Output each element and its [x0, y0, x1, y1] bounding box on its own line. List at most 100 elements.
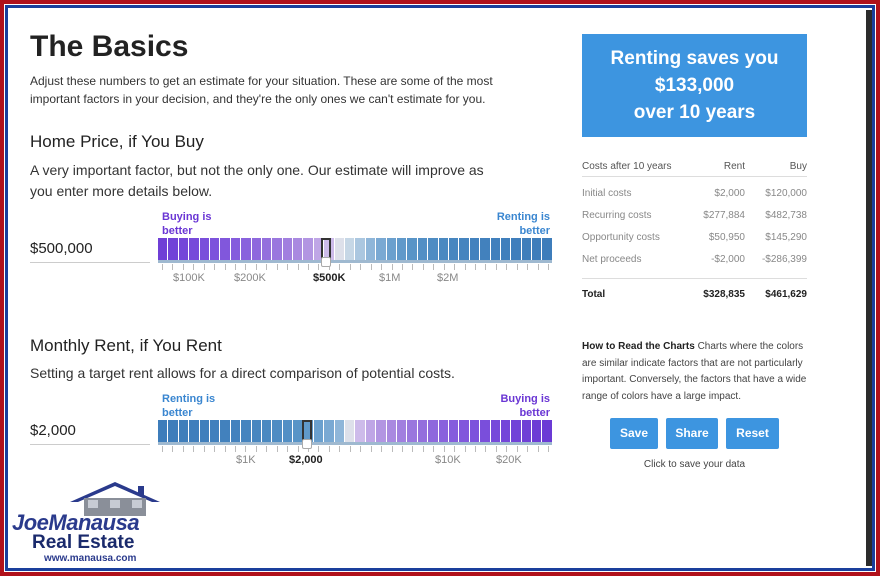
cost-table-header: Costs after 10 years Rent Buy	[582, 157, 807, 177]
monthly-rent-slider-cell	[334, 420, 345, 442]
monthly-rent-tick-mark	[328, 446, 330, 452]
home-price-tick-mark	[255, 264, 257, 270]
home-price-slider-cell	[396, 238, 407, 260]
result-summary-box: Renting saves you $133,000 over 10 years	[582, 34, 807, 137]
home-price-tick-mark	[464, 264, 466, 270]
cost-row-buy: $145,290	[765, 231, 807, 243]
monthly-rent-tick-mark	[266, 446, 268, 452]
monthly-rent-tick-mark	[193, 446, 195, 452]
monthly-rent-tick-mark	[245, 446, 247, 452]
home-price-slider-cell	[199, 238, 209, 260]
home-price-tick-mark	[527, 264, 529, 270]
monthly-rent-tick-mark	[433, 446, 435, 452]
monthly-rent-slider-cell	[376, 420, 386, 442]
cost-row-label: Recurring costs	[582, 209, 652, 221]
cost-row-label: Initial costs	[582, 187, 632, 199]
home-price-slider-cell	[178, 238, 189, 260]
home-price-tick-mark	[516, 264, 518, 270]
home-price-slider[interactable]	[158, 238, 552, 260]
home-price-tick-mark	[412, 264, 414, 270]
monthly-rent-tick-mark	[255, 446, 257, 452]
monthly-rent-slider-knob[interactable]	[302, 439, 312, 449]
home-price-tick-mark	[287, 264, 289, 270]
monthly-rent-slider-cell	[209, 420, 220, 442]
monthly-rent-tick-mark	[401, 446, 403, 452]
cost-total-label: Total	[582, 289, 606, 300]
monthly-rent-slider-cell	[220, 420, 230, 442]
monthly-rent-title: Monthly Rent, if You Rent	[30, 336, 222, 355]
monthly-rent-tick-mark	[548, 446, 549, 452]
reset-button[interactable]: Reset	[726, 418, 779, 449]
monthly-rent-tick-mark	[318, 446, 320, 452]
home-price-tick-mark	[235, 264, 237, 270]
table-row: Net proceeds -$2,000 -$286,399	[582, 248, 807, 270]
home-price-title: Home Price, if You Buy	[30, 132, 204, 151]
home-price-slider-cell	[511, 238, 521, 260]
home-price-tick-2m: $2M	[437, 272, 459, 284]
monthly-rent-tick-20k: $20K	[496, 454, 522, 466]
home-price-tick-mark	[318, 264, 320, 270]
home-price-slider-cell	[230, 238, 241, 260]
monthly-rent-slider-cell	[241, 420, 251, 442]
home-price-slider-cell	[168, 238, 178, 260]
home-price-slider-cell	[158, 238, 168, 260]
monthly-rent-slider-cell	[386, 420, 396, 442]
monthly-rent-tick-10k: $10K	[435, 454, 461, 466]
monthly-rent-tick-mark	[370, 446, 372, 452]
home-price-tick-500k: $500K	[313, 272, 346, 284]
monthly-rent-input[interactable]: $2,000	[30, 417, 150, 445]
home-price-tick-mark	[172, 264, 174, 270]
home-price-slider-cell	[532, 238, 542, 260]
monthly-rent-slider-cell	[178, 420, 189, 442]
home-price-slider-cell	[521, 238, 532, 260]
monthly-rent-slider-cell	[189, 420, 199, 442]
home-price-tick-mark	[224, 264, 226, 270]
monthly-rent-slider-cell	[272, 420, 282, 442]
monthly-rent-tick-mark	[474, 446, 476, 452]
save-button[interactable]: Save	[610, 418, 658, 449]
monthly-rent-tick-mark	[506, 446, 508, 452]
home-price-tick-200k: $200K	[234, 272, 266, 284]
home-price-tick-mark	[162, 264, 163, 270]
home-price-slider-cell	[324, 238, 334, 260]
home-price-tick-mark	[474, 264, 476, 270]
monthly-rent-tick-mark	[182, 446, 184, 452]
home-price-tick-mark	[182, 264, 184, 270]
home-price-slider-cell	[209, 238, 220, 260]
monthly-rent-slider-cell	[293, 420, 303, 442]
home-price-slider-cell	[282, 238, 293, 260]
monthly-rent-tick-mark	[537, 446, 539, 452]
logo: JoeManausa Real Estate www.manausa.com	[8, 478, 168, 568]
home-price-tick-mark	[495, 264, 497, 270]
monthly-rent-slider-cell	[438, 420, 448, 442]
cost-header-buy: Buy	[789, 161, 807, 172]
monthly-rent-slider-cell	[261, 420, 272, 442]
home-price-input[interactable]: $500,000	[30, 235, 150, 263]
logo-name: JoeManausa	[12, 510, 140, 535]
cost-total-buy: $461,629	[765, 289, 807, 300]
cost-row-buy: $482,738	[765, 209, 807, 221]
page-frame-shadow	[866, 10, 872, 566]
home-price-slider-cell	[293, 238, 303, 260]
home-price-slider-knob[interactable]	[321, 257, 331, 267]
cost-row-label: Opportunity costs	[582, 231, 660, 243]
monthly-rent-slider[interactable]	[158, 420, 552, 442]
monthly-rent-tick-mark	[162, 446, 163, 452]
home-price-tick-mark	[537, 264, 539, 270]
intro-text: Adjust these numbers to get an estimate …	[30, 74, 493, 106]
monthly-rent-tick-mark	[516, 446, 518, 452]
home-price-tick-mark	[422, 264, 424, 270]
share-button[interactable]: Share	[666, 418, 718, 449]
home-price-tick-mark	[454, 264, 456, 270]
home-price-tick-mark	[391, 264, 393, 270]
home-price-tick-mark	[548, 264, 549, 270]
cost-header-rent: Rent	[723, 161, 745, 172]
monthly-rent-tick-mark	[381, 446, 383, 452]
house-icon	[70, 482, 160, 516]
home-price-slider-cell	[220, 238, 230, 260]
home-price-slider-cell	[334, 238, 345, 260]
page-title: The Basics	[30, 30, 189, 63]
monthly-rent-tick-mark	[360, 446, 362, 452]
monthly-rent-tick-mark	[527, 446, 529, 452]
logo-url: www.manausa.com	[44, 553, 137, 564]
